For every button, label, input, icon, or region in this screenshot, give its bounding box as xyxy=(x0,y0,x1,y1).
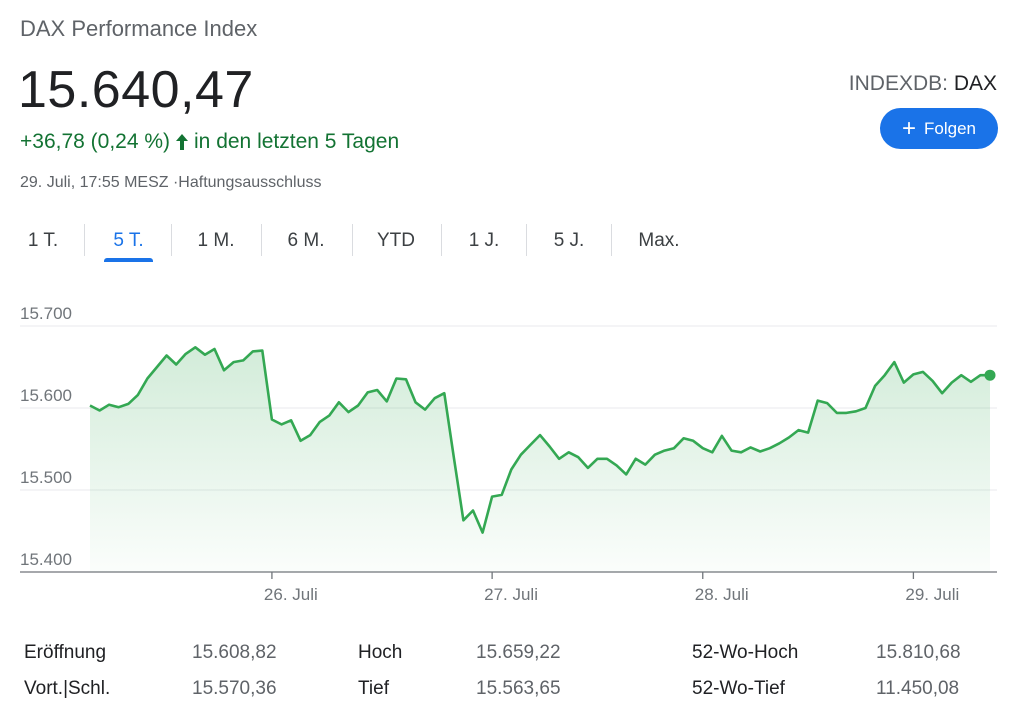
stat-value-prev-close: 15.570,36 xyxy=(192,678,277,699)
current-price: 15.640,47 xyxy=(18,61,254,119)
price-change: +36,78 (0,24 %) in den letzten 5 Tagen xyxy=(20,130,399,154)
change-period: in den letzten 5 Tagen xyxy=(194,130,400,153)
tab-divider xyxy=(441,224,442,256)
y-tick-label: 15.700 xyxy=(20,304,72,323)
change-value: +36,78 (0,24 %) xyxy=(20,130,171,153)
timestamp-line: 29. Juli, 17:55 MESZ ·Haftungsausschluss xyxy=(20,174,321,192)
tab-1-day[interactable]: 1 T. xyxy=(27,230,59,251)
tab-1-year[interactable]: 1 J. xyxy=(468,230,500,251)
page-title: DAX Performance Index xyxy=(20,16,258,41)
follow-button[interactable]: + Folgen xyxy=(880,108,998,149)
x-tick-label: 29. Juli xyxy=(905,585,959,604)
tab-divider xyxy=(352,224,353,256)
tab-divider xyxy=(526,224,527,256)
symbol-label: DAX xyxy=(953,72,997,95)
y-tick-label: 15.600 xyxy=(20,386,72,405)
exchange-label: INDEXDB: xyxy=(848,72,954,95)
tab-divider xyxy=(84,224,85,256)
stat-label-52w-high: 52-Wo-Hoch xyxy=(692,642,799,663)
arrow-up-icon xyxy=(176,134,189,150)
stats-table: Eröffnung 15.608,82 Vort.|Schl. 15.570,3… xyxy=(0,632,1012,712)
ticker: INDEXDB: DAX xyxy=(849,72,997,96)
tab-max[interactable]: Max. xyxy=(638,230,680,251)
separator-dot: · xyxy=(172,174,179,191)
timestamp: 29. Juli, 17:55 MESZ xyxy=(20,174,169,191)
x-tick-label: 27. Juli xyxy=(484,585,538,604)
tab-ytd[interactable]: YTD xyxy=(377,230,415,251)
x-tick-label: 26. Juli xyxy=(264,585,318,604)
tab-divider xyxy=(261,224,262,256)
stat-value-52w-low: 11.450,08 xyxy=(876,678,960,699)
price-chart[interactable]: 15.700 15.600 15.500 15.400 26. Juli 27. Jul… xyxy=(0,300,1012,620)
y-tick-label: 15.400 xyxy=(20,550,72,569)
tab-5-days[interactable]: 5 T. xyxy=(104,218,153,264)
disclaimer-link[interactable]: Haftungsausschluss xyxy=(178,174,322,191)
range-tabs: 1 T. 5 T. 1 M. 6 M. YTD 1 J. 5 J. Max. xyxy=(0,218,1012,264)
tab-divider xyxy=(171,224,172,256)
stat-label-high: Hoch xyxy=(358,642,403,663)
tab-5-years[interactable]: 5 J. xyxy=(553,230,585,251)
stat-label-low: Tief xyxy=(358,678,389,699)
last-price-point xyxy=(984,369,996,381)
tab-1-month[interactable]: 1 M. xyxy=(197,230,235,251)
stat-label-prev-close: Vort.|Schl. xyxy=(24,678,111,699)
stat-value-52w-high: 15.810,68 xyxy=(876,642,961,663)
follow-label: Folgen xyxy=(924,118,976,138)
price-area xyxy=(90,347,990,572)
stat-value-high: 15.659,22 xyxy=(476,642,561,663)
stat-label-open: Eröffnung xyxy=(24,642,107,663)
stat-label-52w-low: 52-Wo-Tief xyxy=(692,678,785,699)
plus-icon: + xyxy=(902,114,917,142)
tab-6-months[interactable]: 6 M. xyxy=(287,230,325,251)
y-tick-label: 15.500 xyxy=(20,468,72,487)
price-line xyxy=(89,346,990,534)
stat-value-low: 15.563,65 xyxy=(476,678,561,699)
x-tick-label: 28. Juli xyxy=(695,585,749,604)
stat-value-open: 15.608,82 xyxy=(192,642,277,663)
tab-divider xyxy=(611,224,612,256)
